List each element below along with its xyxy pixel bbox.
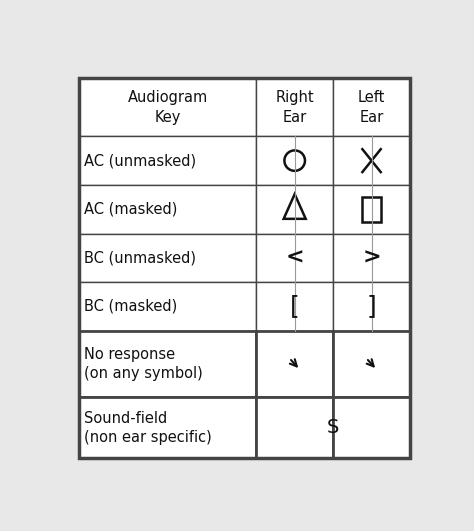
Bar <box>80 331 256 397</box>
Bar <box>333 136 410 185</box>
Bar <box>80 234 256 282</box>
Text: >: > <box>362 248 381 268</box>
Bar <box>80 78 256 136</box>
Bar <box>80 185 256 234</box>
Text: BC (unmasked): BC (unmasked) <box>84 250 196 266</box>
Text: AC (unmasked): AC (unmasked) <box>84 153 196 168</box>
Bar <box>256 234 333 282</box>
Bar <box>333 282 410 331</box>
Text: Left
Ear: Left Ear <box>358 90 385 125</box>
Bar <box>256 331 333 397</box>
Text: AC (masked): AC (masked) <box>84 202 177 217</box>
Bar <box>256 78 333 136</box>
Bar <box>256 185 333 234</box>
Text: No response
(on any symbol): No response (on any symbol) <box>84 347 202 381</box>
Bar <box>80 397 256 458</box>
Text: <: < <box>285 248 304 268</box>
Bar <box>333 78 410 136</box>
Bar <box>333 397 410 458</box>
Bar <box>333 331 410 397</box>
Text: Audiogram
Key: Audiogram Key <box>128 90 208 125</box>
Text: Sound-field
(non ear specific): Sound-field (non ear specific) <box>84 411 211 444</box>
Bar <box>80 78 410 458</box>
Bar <box>333 234 410 282</box>
Bar <box>333 185 410 234</box>
Bar <box>362 197 382 221</box>
Bar <box>80 282 256 331</box>
Text: Right
Ear: Right Ear <box>275 90 314 125</box>
Bar <box>80 136 256 185</box>
Text: ]: ] <box>367 294 376 319</box>
Bar <box>256 282 333 331</box>
Text: [: [ <box>290 294 300 319</box>
Text: S: S <box>327 418 339 438</box>
Text: BC (masked): BC (masked) <box>84 299 177 314</box>
Bar <box>256 397 333 458</box>
Bar <box>256 136 333 185</box>
